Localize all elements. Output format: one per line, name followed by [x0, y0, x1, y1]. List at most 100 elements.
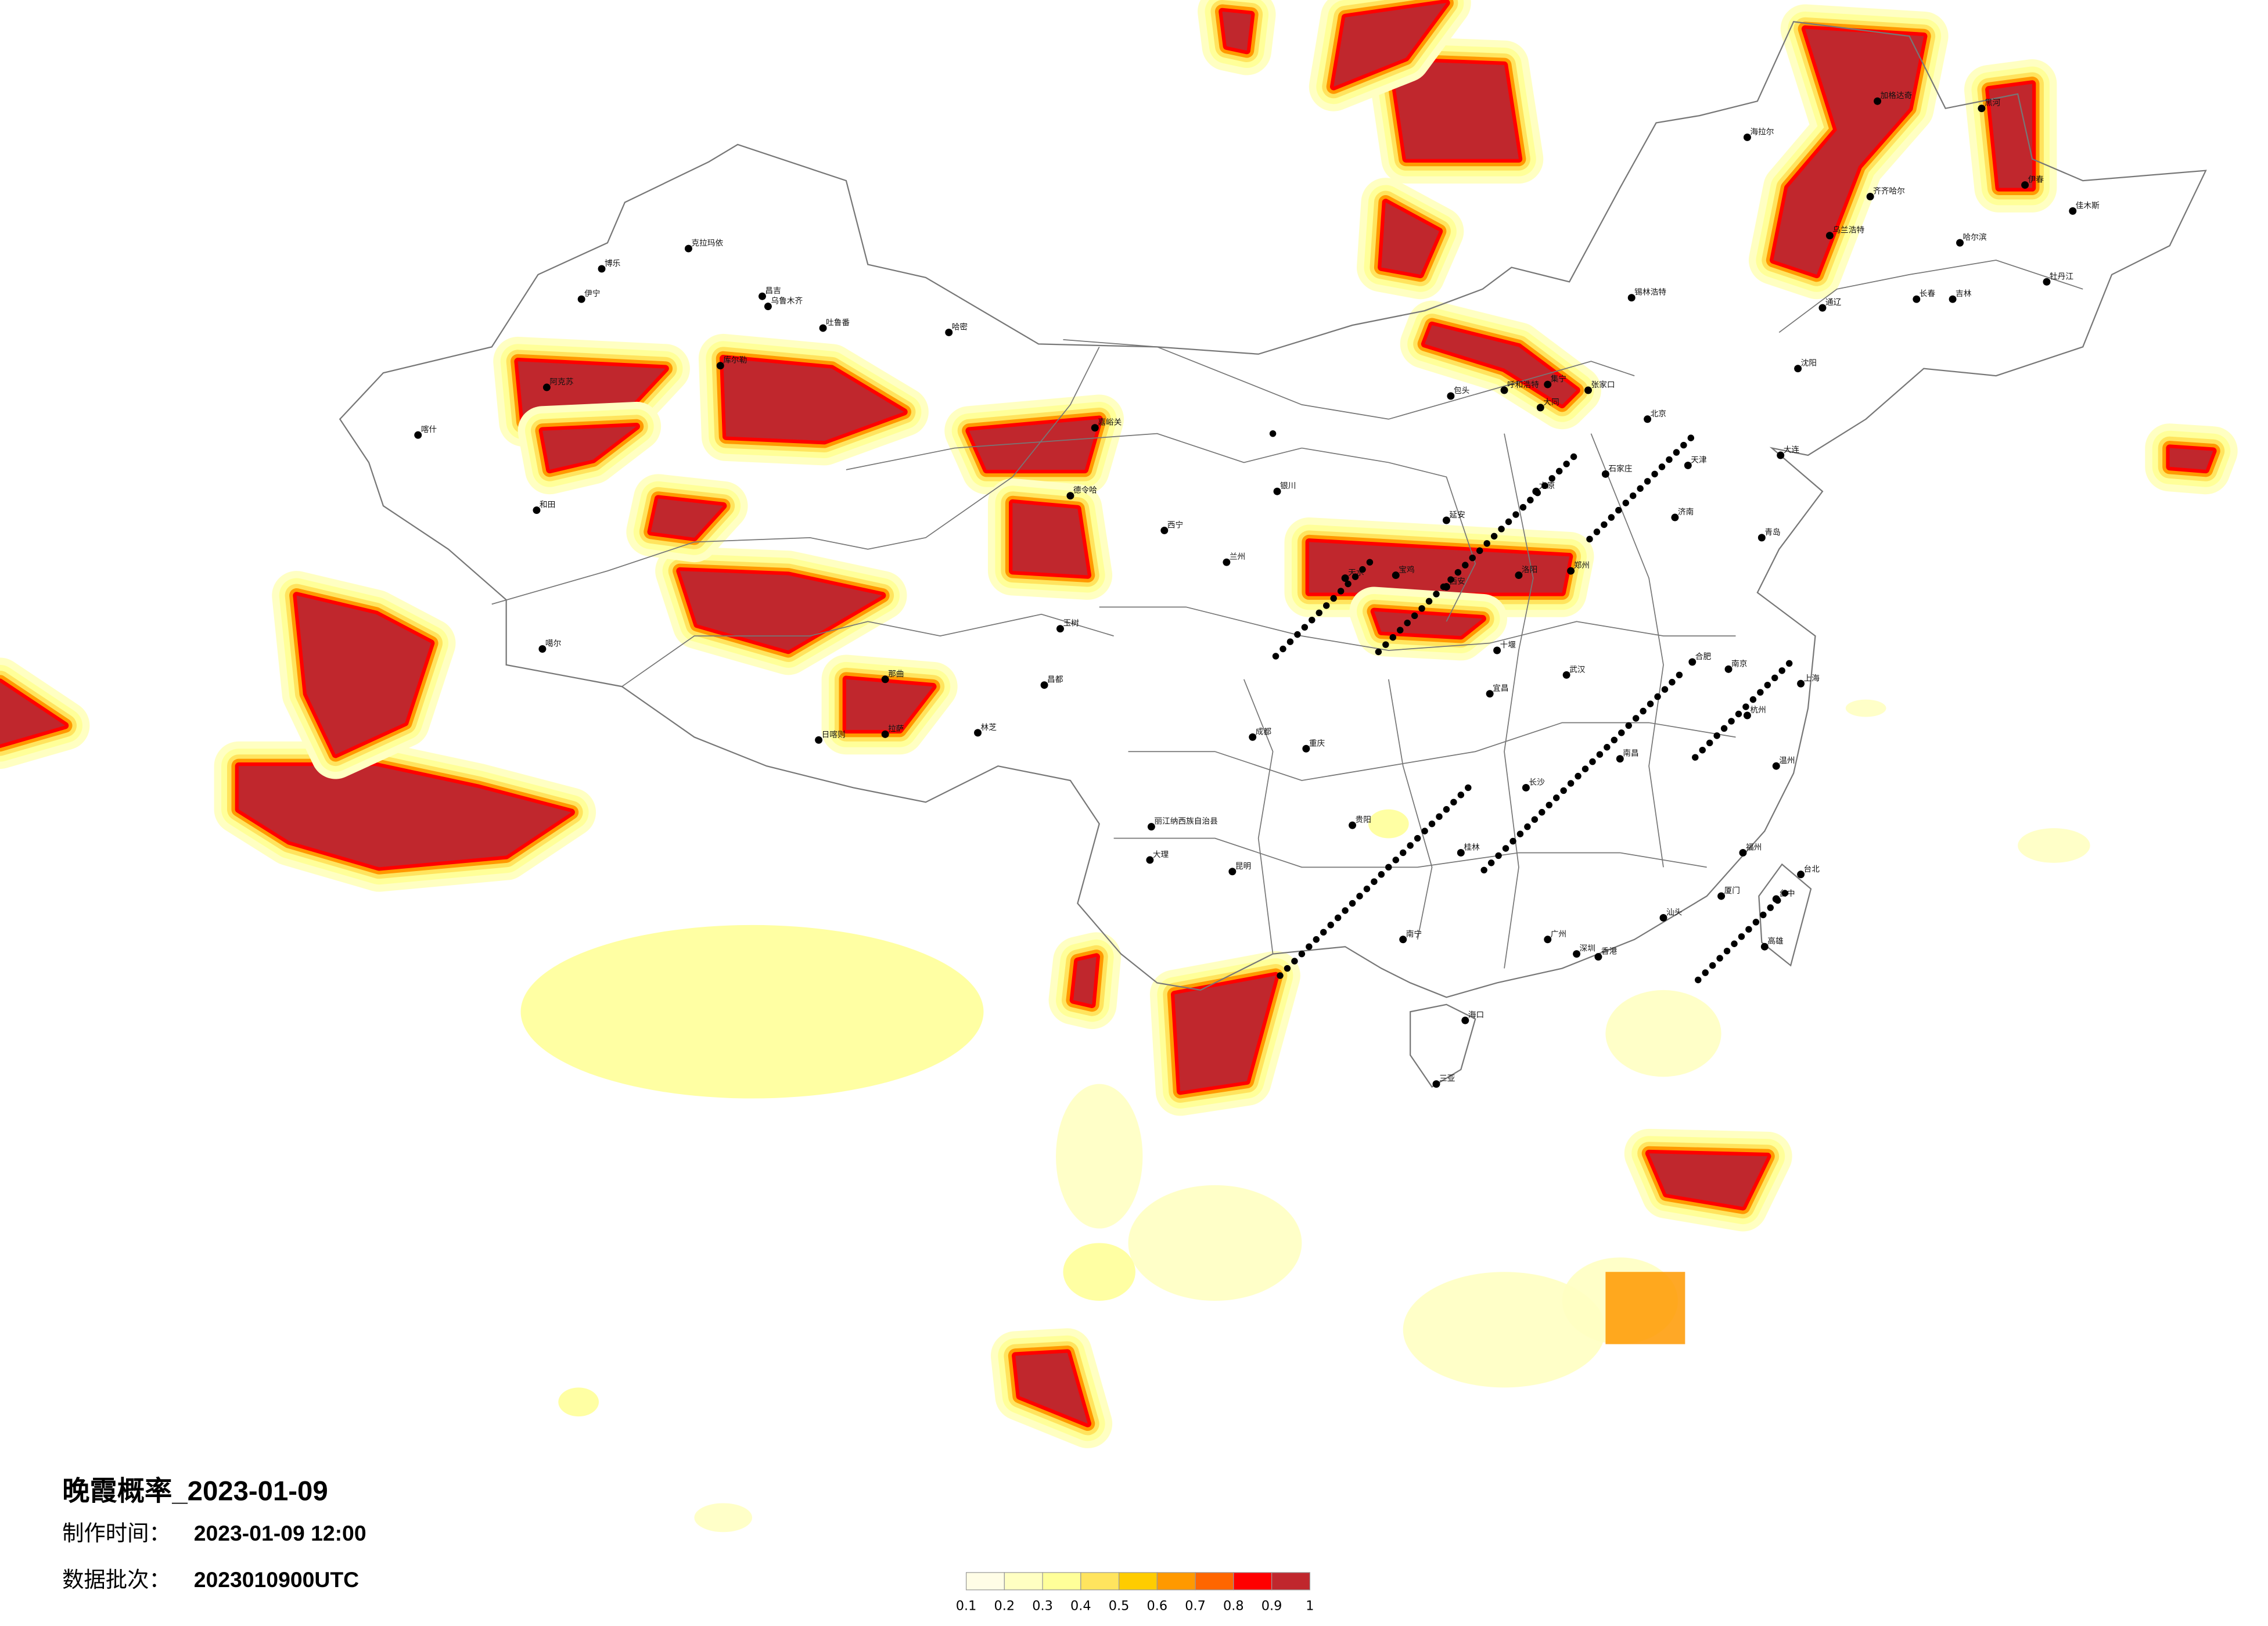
low-probability-area — [1403, 1272, 1606, 1388]
probability-cluster — [214, 741, 596, 892]
probability-cluster — [1149, 951, 1300, 1116]
city-marker-icon — [1720, 725, 1728, 732]
city-label: 那曲 — [888, 670, 904, 679]
province-boundary — [1388, 679, 1433, 940]
city-label: 三亚 — [1439, 1074, 1455, 1084]
city: 通辽 — [1818, 298, 1842, 312]
city-marker-icon — [1342, 907, 1349, 914]
city-marker-icon — [1500, 386, 1508, 394]
city-marker-icon — [1567, 780, 1575, 787]
city-marker-icon — [1404, 619, 1411, 627]
city-marker-icon — [1541, 482, 1548, 489]
city-marker-icon — [1825, 232, 1834, 240]
city-marker-icon — [1399, 849, 1407, 857]
province-boundary — [1302, 447, 1476, 622]
city: 三亚 — [1432, 1074, 1455, 1088]
city-marker-icon — [1490, 533, 1498, 540]
city-marker-icon — [1615, 506, 1622, 514]
legend-swatch — [1195, 1572, 1234, 1591]
city-marker-icon — [1640, 707, 1647, 715]
legend-swatch — [1042, 1572, 1081, 1591]
city: 加格达奇 — [1874, 91, 1912, 105]
city-label: 玉树 — [1063, 619, 1079, 628]
province-boundary — [846, 433, 1302, 470]
city: 哈密 — [945, 322, 968, 336]
city-label: 包头 — [1454, 386, 1469, 395]
city-marker-icon — [1601, 470, 1609, 478]
probability-cluster — [626, 474, 748, 563]
city-marker-icon — [1582, 765, 1589, 772]
city-label: 杭州 — [1750, 706, 1766, 715]
city-marker-icon — [1421, 828, 1428, 834]
taiwan-boundary — [1758, 863, 1812, 967]
city: 哈尔滨 — [1956, 233, 1987, 247]
city-marker-icon — [1399, 936, 1407, 944]
city-marker-icon — [1772, 762, 1780, 770]
city: 乌兰浩特 — [1825, 226, 1864, 240]
city: 佳木斯 — [2069, 201, 2100, 215]
city-marker-icon — [1767, 904, 1774, 911]
city-marker-icon — [1272, 653, 1279, 660]
city-label: 上海 — [1804, 674, 1820, 683]
city-marker-icon — [1794, 365, 1802, 373]
city-marker-icon — [1356, 893, 1363, 900]
city: 合肥 — [1688, 652, 1711, 666]
city: 包头 — [1447, 386, 1469, 400]
city-marker-icon — [1584, 386, 1592, 394]
city-marker-icon — [1713, 732, 1720, 739]
city-marker-icon — [1673, 449, 1680, 456]
city-marker-icon — [1570, 453, 1577, 461]
city: 大理 — [1146, 850, 1169, 864]
city-marker-icon — [1978, 105, 1986, 113]
city-label: 海拉尔 — [1750, 127, 1774, 136]
production-time: 2023-01-09 12:00 — [194, 1521, 366, 1545]
city: 福州 — [1739, 843, 1762, 857]
city-marker-icon — [1913, 295, 1921, 303]
city-label: 武汉 — [1569, 665, 1586, 674]
probability-cluster — [517, 401, 662, 495]
city: 伊宁 — [577, 289, 601, 303]
city: 贵阳 — [1349, 815, 1371, 829]
city-marker-icon — [1249, 733, 1257, 741]
city-marker-icon — [1480, 866, 1487, 874]
city-marker-icon — [1371, 878, 1378, 885]
city-label: 深圳 — [1580, 944, 1595, 954]
city-label: 沈阳 — [1801, 359, 1817, 368]
city-marker-icon — [1743, 711, 1751, 720]
city-label: 汕头 — [1666, 908, 1682, 917]
city-label: 香港 — [1601, 947, 1618, 956]
city-marker-icon — [1378, 871, 1385, 878]
city: 克拉玛依 — [684, 239, 724, 253]
city: 齐齐哈尔 — [1866, 187, 1905, 200]
city-marker-icon — [1676, 671, 1683, 679]
probability-cluster — [1309, 0, 1471, 111]
city: 日喀则 — [815, 730, 846, 744]
city: 昌都 — [1040, 675, 1063, 689]
city-marker-icon — [1573, 950, 1581, 958]
city-label: 拉萨 — [888, 724, 904, 733]
city-label: 台北 — [1804, 865, 1820, 874]
city-marker-icon — [1320, 929, 1327, 936]
city-label: 南宁 — [1406, 929, 1422, 939]
city-marker-icon — [1519, 503, 1527, 511]
city-marker-icon — [1723, 947, 1731, 955]
city-marker-icon — [1411, 612, 1418, 619]
city-label: 延安 — [1449, 510, 1465, 520]
city-marker-icon — [1284, 965, 1291, 972]
city-marker-icon — [1671, 513, 1679, 521]
city-marker-icon — [1306, 943, 1313, 950]
city: 西宁 — [1160, 520, 1183, 534]
city-marker-icon — [1545, 801, 1552, 809]
city-marker-icon — [1457, 792, 1465, 798]
city-marker-icon — [598, 265, 606, 273]
city-marker-icon — [1269, 430, 1277, 437]
city-marker-icon — [2069, 207, 2077, 215]
city: 库尔勒 — [716, 356, 747, 370]
city-marker-icon — [1291, 958, 1298, 965]
city-marker-icon — [1625, 722, 1632, 729]
city-marker-icon — [1301, 624, 1309, 631]
city-marker-icon — [881, 675, 889, 684]
city-marker-icon — [1622, 499, 1629, 506]
city-label: 厦门 — [1724, 886, 1740, 895]
city-marker-icon — [2043, 278, 2051, 286]
